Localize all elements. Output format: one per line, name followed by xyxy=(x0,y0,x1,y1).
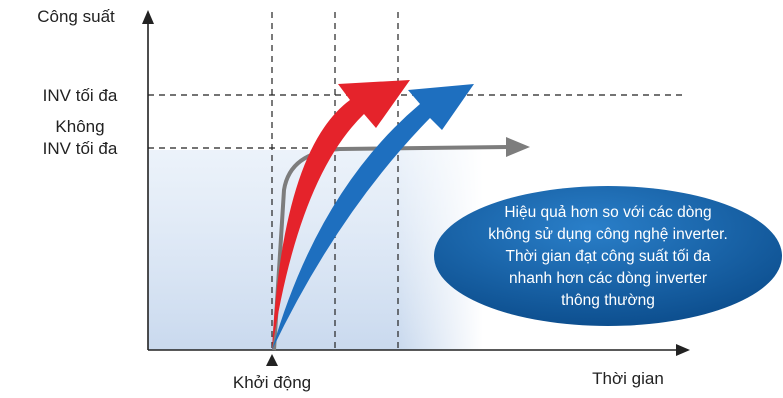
level-label: INV tối đa xyxy=(43,139,118,158)
x-axis-label: Thời gian xyxy=(592,369,664,388)
callout-text: thông thường xyxy=(561,292,655,309)
blue-arrow xyxy=(272,84,474,350)
start-label: Khởi động xyxy=(233,373,311,392)
callout-text: Hiệu quả hơn so với các dòng xyxy=(504,204,711,221)
level-label: INV tối đa xyxy=(43,86,118,105)
gray-curve xyxy=(272,137,530,351)
axes xyxy=(142,10,690,366)
red-arrow xyxy=(272,80,410,350)
callout-text: nhanh hơn các dòng inverter xyxy=(509,270,707,287)
callout-text: không sử dụng công nghệ inverter. xyxy=(488,226,728,243)
callout-bubble xyxy=(434,186,782,326)
callout-text: Thời gian đạt công suất tối đa xyxy=(506,248,711,265)
y-axis-label: Công suất xyxy=(37,7,115,26)
level-label: Không xyxy=(55,117,104,136)
labels: INV tối đa Không INV tối đa Hiệu quả hơn so… xyxy=(43,86,728,309)
